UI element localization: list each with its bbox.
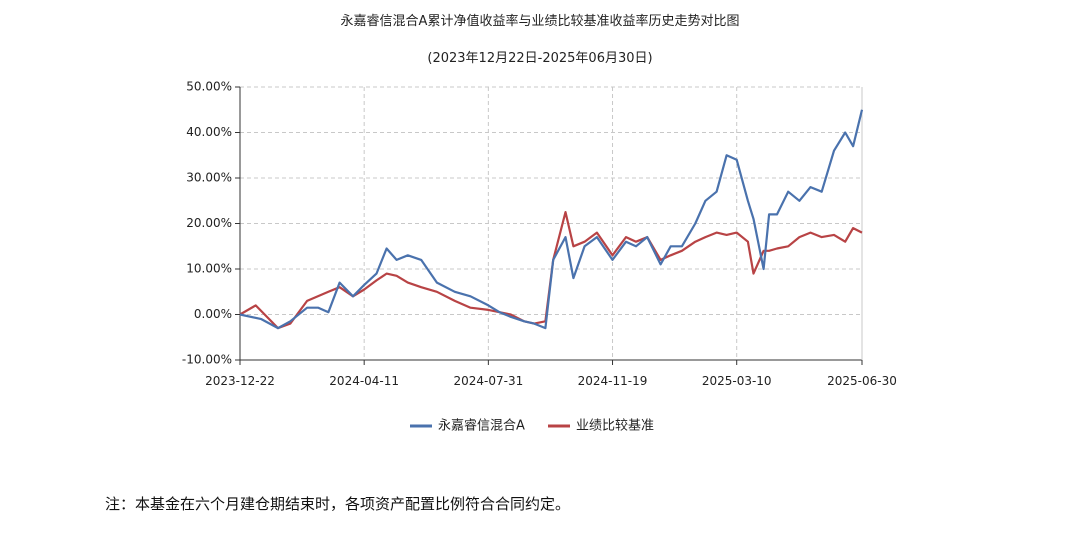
y-tick-label: 30.00%	[186, 171, 232, 185]
x-tick-label: 2024-11-19	[578, 374, 648, 388]
y-tick-label: 40.00%	[186, 125, 232, 139]
footnote: 注：本基金在六个月建仓期结束时，各项资产配置比例符合合同约定。	[105, 495, 571, 513]
chart-title: 永嘉睿信混合A累计净值收益率与业绩比较基准收益率历史走势对比图	[340, 14, 740, 29]
series-line-1	[239, 211, 863, 330]
y-tick-label: 20.00%	[186, 216, 232, 230]
y-tick-labels: -10.00% 0.00% 10.00% 20.00% 30.00% 40.00% 50.0…	[182, 80, 232, 367]
y-tick-label: 10.00%	[186, 262, 232, 276]
y-tick-label: 0.00%	[194, 307, 232, 321]
x-tick-label: 2024-07-31	[453, 374, 523, 388]
y-tick-label: 50.00%	[186, 80, 232, 94]
chart-subtitle: (2023年12月22日-2025年06月30日)	[427, 51, 653, 66]
legend-label-0: 永嘉睿信混合A	[438, 419, 525, 434]
x-tick-label: 2025-03-10	[702, 374, 772, 388]
x-tick-label: 2024-04-11	[329, 374, 399, 388]
series-line-0	[239, 109, 864, 330]
series-lines	[239, 109, 864, 330]
axes	[235, 86, 863, 365]
line-chart: -10.00% 0.00% 10.00% 20.00% 30.00% 40.00% 50.0…	[182, 80, 897, 434]
x-tick-labels: 2023-12-22 2024-04-11 2024-07-31 2024-11-19…	[205, 374, 897, 388]
legend: 永嘉睿信混合A 业绩比较基准	[410, 419, 654, 434]
y-tick-label: -10.00%	[182, 353, 232, 367]
x-tick-label: 2025-06-30	[827, 374, 897, 388]
legend-label-1: 业绩比较基准	[576, 419, 654, 434]
x-tick-label: 2023-12-22	[205, 374, 275, 388]
